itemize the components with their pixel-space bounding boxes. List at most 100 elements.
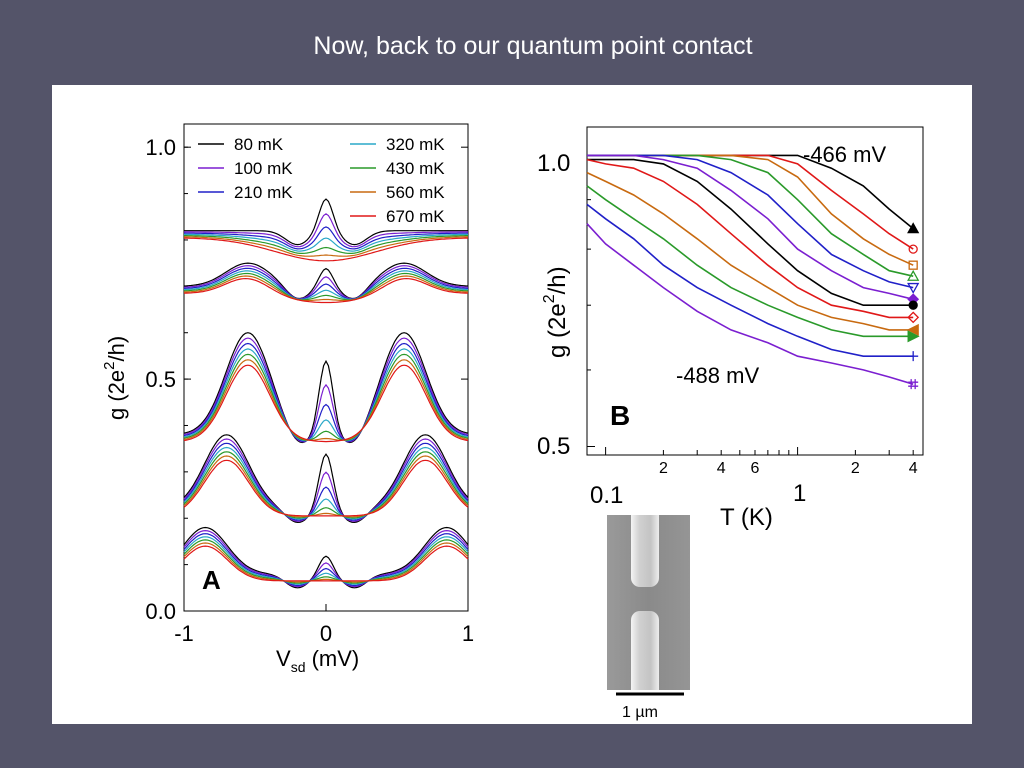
chart-a-curve [183,542,469,583]
chart-b-x-label: T (K) [720,504,773,531]
chart-b-marker [908,260,918,270]
chart-a-curve [183,226,469,250]
chart-a-curve [183,359,469,441]
chart-a-x-tick-label: -1 [174,621,194,646]
chart-a-curve [183,545,469,582]
chart-b-x-tick-label: 4 [717,460,726,477]
chart-a-legend-label: 560 mK [386,183,445,202]
chart-b-ticks: 2 4 6 2 4 [587,154,918,477]
chart-a-curve [183,353,469,441]
chart-b-series [586,154,920,390]
chart-b-series-line [586,171,914,331]
chart-a-curve [183,438,469,522]
sem-gate-top [631,505,659,587]
chart-b-annotation-488: -488 mV [676,363,759,388]
chart-a-y-label: g (2e2/h) [101,336,129,420]
chart-b-series-line [586,203,914,358]
chart-a-legend-label: 80 mK [234,135,284,154]
chart-a-legend-label: 210 mK [234,183,293,202]
chart-b-marker [908,300,918,310]
chart-b-series-line [587,154,914,266]
chart-a-curve [183,446,469,520]
slide-title: Now, back to our quantum point contact [313,32,753,60]
chart-a-curve [184,198,468,246]
chart-a-curve [183,236,469,257]
chart-a-panel-label: A [202,565,221,595]
chart-b-marker [908,379,919,390]
chart-a-legend-label: 670 mK [386,207,445,226]
chart-a-curve [183,277,469,304]
chart-b-y-tick-0.5: 0.5 [537,433,570,460]
chart-a: 0.0 0.5 1.0 -1 0 1 80 mK 100 mK 210 mK 320 mK 43… [101,123,474,675]
chart-a-curve [183,275,469,302]
chart-b-series-line [586,158,914,319]
chart-a-x-ticks: -1 0 1 [174,604,474,646]
chart-a-x-label: Vsd (mV) [276,646,359,675]
chart-a-legend-label: 320 mK [386,135,445,154]
scale-bar-label: 1 µm [622,704,658,721]
chart-a-y-ticks: 0.0 0.5 1.0 [145,135,468,624]
sem-gate-bottom [631,611,659,706]
chart-a-y-tick-label: 0.0 [145,599,176,624]
chart-a-x-tick-label: 0 [320,621,332,646]
chart-a-curve [183,342,469,442]
chart-b-marker [907,330,920,343]
chart-a-curve [183,337,469,443]
chart-a-y-tick-label: 0.5 [145,367,176,392]
chart-b-marker [907,311,920,324]
chart-a-y-tick-label: 1.0 [145,135,176,160]
chart-b-marker [907,269,920,281]
chart-b-marker [907,222,920,234]
chart-a-curve [183,529,469,588]
chart-b-x-tick-label: 2 [659,460,668,477]
chart-a-curve [183,455,469,518]
chart-a-curve [183,332,469,444]
chart-b-x-decade-0.1: 0.1 [590,482,623,509]
chart-a-curve [183,270,469,300]
chart-a-curve [183,459,469,517]
chart-a-x-tick-label: 1 [462,621,474,646]
chart-b-frame [586,126,924,456]
chart-b-y-label: g (2e2/h) [541,266,571,358]
chart-b-x-tick-label: 6 [751,460,760,477]
chart-a-curve [183,272,469,301]
chart-a-curve [183,533,469,587]
chart-b-marker [908,244,918,254]
chart-a-curve [183,539,469,584]
chart-b-series-line [587,158,914,307]
chart-a-curve [183,442,469,521]
chart-b-series-line [586,185,914,338]
chart-b-marker [907,282,920,294]
chart-b-x-tick-label: 2 [851,460,860,477]
chart-b-series-line [587,154,914,277]
chart-b-panel-label: B [610,400,630,431]
chart-a-legend-label: 430 mK [386,159,445,178]
chart-a-curve [183,267,469,300]
chart-a-curve [183,526,469,589]
chart-a-curve [184,233,468,252]
chart-b: 2 4 6 2 4 -466 mV -488 mV B 1.0 0.5 0.1 1 T … [537,126,924,531]
chart-b-annotation-466: -466 mV [803,142,886,167]
chart-b-series-line [587,154,914,301]
chart-a-curve [184,235,468,254]
chart-a-curve [183,434,469,524]
sem-image [607,505,690,706]
sem-micrograph [607,505,690,706]
chart-a-curve [183,348,469,442]
chart-a-curve [183,262,469,300]
chart-a-curve [184,237,468,262]
chart-a-curve [183,451,469,519]
chart-a-curve [183,364,469,443]
chart-b-series-line [586,223,914,385]
chart-a-legend-label: 100 mK [234,159,293,178]
chart-a-legend: 80 mK 100 mK 210 mK 320 mK 430 mK 560 mK 670 m… [198,135,445,226]
chart-b-marker [906,323,919,336]
chart-b-x-tick-label: 4 [909,460,918,477]
chart-a-curves [183,198,469,589]
chart-b-x-decade-1: 1 [793,480,806,507]
chart-a-curve [183,536,469,585]
chart-b-marker [908,351,919,362]
chart-a-curve [184,213,468,248]
chart-b-y-tick-1.0: 1.0 [537,150,570,177]
